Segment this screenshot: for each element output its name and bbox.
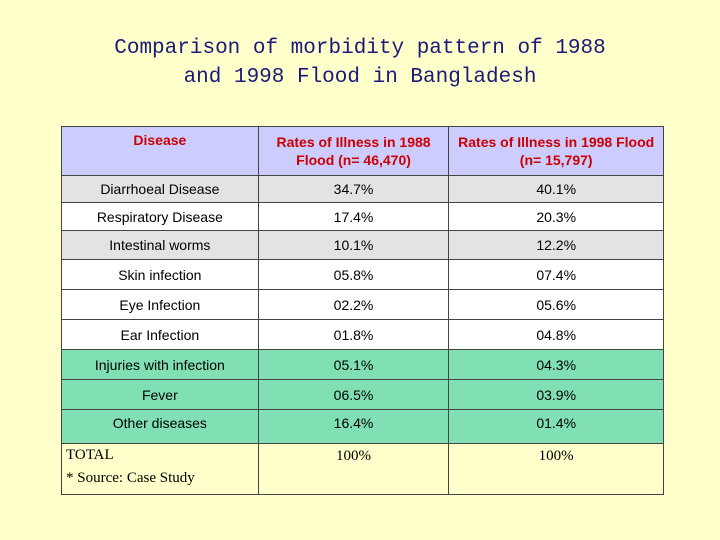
header-rate-1998: Rates of Illness in 1998 Flood (n= 15,79…: [448, 126, 664, 176]
total-rate-1998: 100%: [448, 443, 664, 495]
total-row: TOTAL * Source: Case Study 100% 100%: [61, 443, 664, 495]
title-line-2: and 1998 Flood in Bangladesh: [183, 66, 537, 89]
table-row: Intestinal worms 10.1% 12.2%: [61, 230, 664, 260]
rate-1988-cell: 05.8%: [257, 259, 450, 290]
total-label-cell: TOTAL * Source: Case Study: [61, 443, 259, 495]
rate-1998-cell: 40.1%: [448, 175, 664, 203]
rate-1998-cell: 04.3%: [448, 349, 664, 380]
rate-1988-cell: 34.7%: [257, 175, 450, 203]
table-row: Injuries with infection 05.1% 04.3%: [61, 349, 664, 380]
rate-1998-cell: 04.8%: [448, 319, 664, 350]
morbidity-table: Disease Rates of Illness in 1988 Flood (…: [61, 126, 664, 495]
total-label: TOTAL: [66, 447, 114, 463]
rate-1988-cell: 17.4%: [257, 202, 450, 231]
disease-cell: Other diseases: [61, 409, 259, 444]
disease-cell: Injuries with infection: [61, 349, 259, 380]
rate-1988-cell: 16.4%: [257, 409, 450, 444]
header-rate-1988: Rates of Illness in 1988 Flood (n= 46,47…: [257, 126, 450, 176]
rate-1998-cell: 03.9%: [448, 379, 664, 410]
rate-1988-cell: 10.1%: [257, 230, 450, 260]
page-title: Comparison of morbidity pattern of 1988 …: [0, 34, 720, 92]
source-note: * Source: Case Study: [66, 470, 195, 486]
table-row: Respiratory Disease 17.4% 20.3%: [61, 202, 664, 231]
rate-1988-cell: 06.5%: [257, 379, 450, 410]
rate-1988-cell: 02.2%: [257, 289, 450, 320]
table-row: Fever 06.5% 03.9%: [61, 379, 664, 410]
disease-cell: Skin infection: [61, 259, 259, 290]
rate-1998-cell: 05.6%: [448, 289, 664, 320]
disease-cell: Intestinal worms: [61, 230, 259, 260]
rate-1998-cell: 12.2%: [448, 230, 664, 260]
table-row: Eye Infection 02.2% 05.6%: [61, 289, 664, 320]
table-header-row: Disease Rates of Illness in 1988 Flood (…: [61, 126, 664, 176]
title-line-1: Comparison of morbidity pattern of 1988: [114, 37, 606, 60]
disease-cell: Diarrhoeal Disease: [61, 175, 259, 203]
rate-1988-cell: 05.1%: [257, 349, 450, 380]
rate-1988-cell: 01.8%: [257, 319, 450, 350]
total-rate-1988: 100%: [257, 443, 450, 495]
disease-cell: Eye Infection: [61, 289, 259, 320]
rate-1998-cell: 07.4%: [448, 259, 664, 290]
disease-cell: Respiratory Disease: [61, 202, 259, 231]
rate-1998-cell: 20.3%: [448, 202, 664, 231]
header-disease: Disease: [61, 126, 259, 176]
table-row: Other diseases 16.4% 01.4%: [61, 409, 664, 444]
disease-cell: Ear Infection: [61, 319, 259, 350]
table-row: Diarrhoeal Disease 34.7% 40.1%: [61, 175, 664, 203]
table-row: Skin infection 05.8% 07.4%: [61, 259, 664, 290]
disease-cell: Fever: [61, 379, 259, 410]
table-row: Ear Infection 01.8% 04.8%: [61, 319, 664, 350]
rate-1998-cell: 01.4%: [448, 409, 664, 444]
